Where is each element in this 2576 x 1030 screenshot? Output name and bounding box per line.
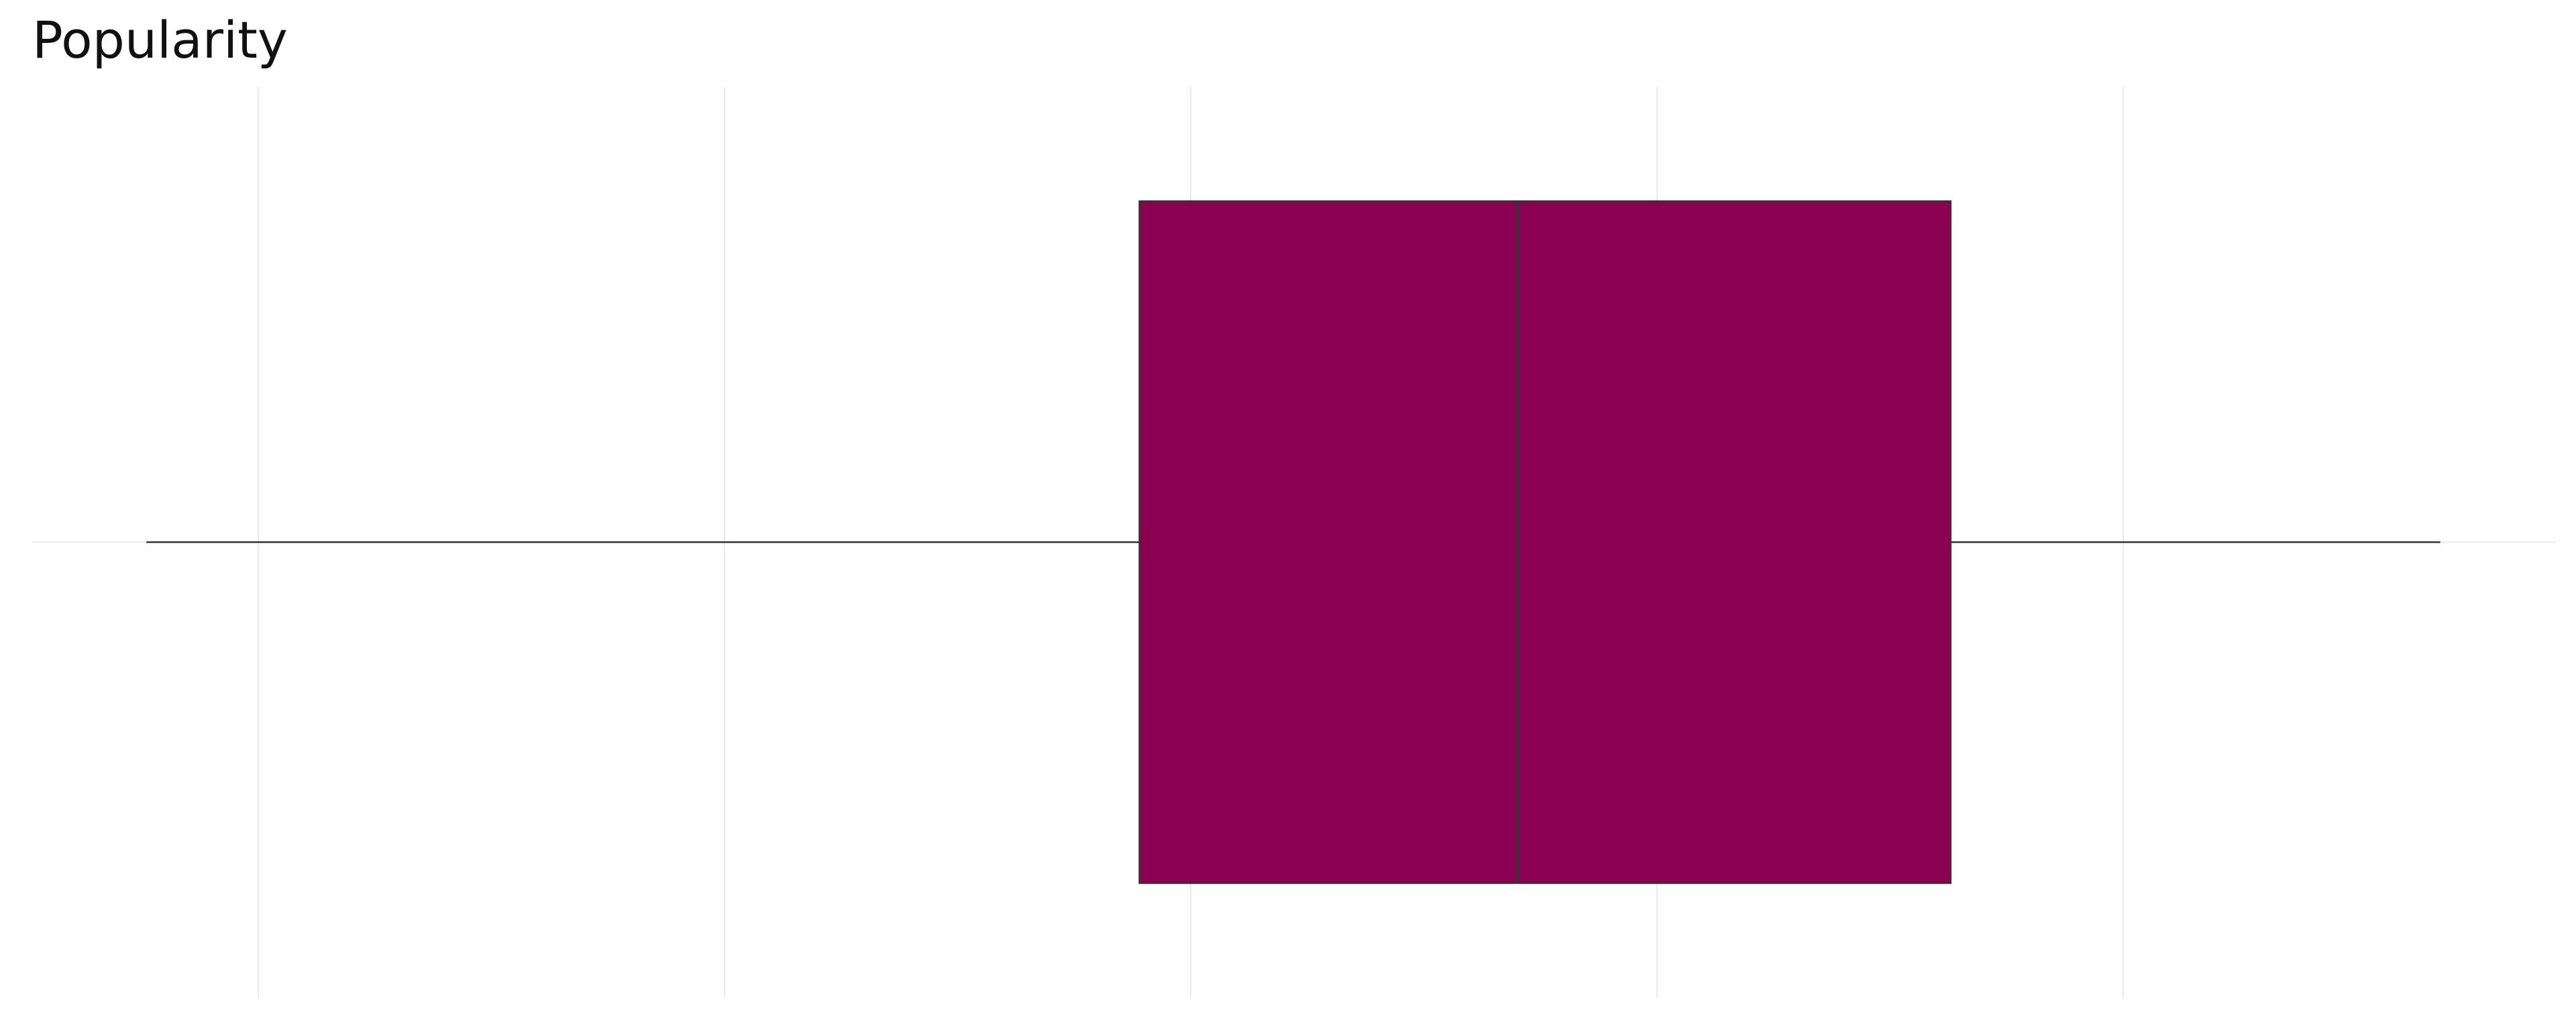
iqr-box (1138, 200, 1952, 884)
chart-title: Popularity (32, 10, 288, 70)
box (1138, 200, 1952, 884)
